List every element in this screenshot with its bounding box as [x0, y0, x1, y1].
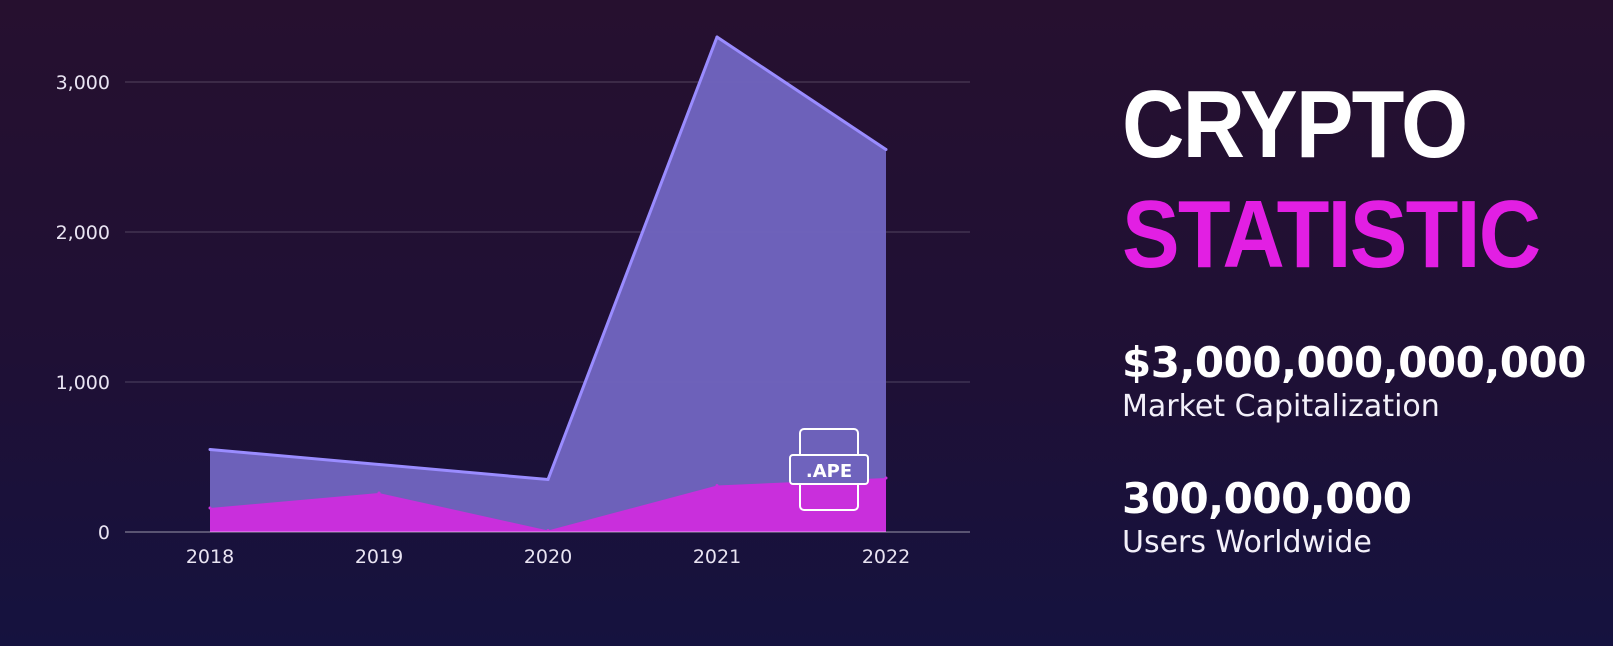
ape-badge: .APE [789, 428, 869, 511]
x-tick-label: 2022 [862, 546, 910, 568]
right-panel: CRYPTO STATISTIC $3,000,000,000,000 Mark… [1122, 70, 1602, 562]
area-chart: 0 1,000 2,000 3,000 2018 2019 2020 2021 2022 .AP… [55, 35, 970, 568]
title-statistic: STATISTIC [1122, 181, 1541, 288]
badge-label-box [789, 454, 869, 485]
stat-users: 300,000,000 Users Worldwide [1122, 474, 1602, 562]
stat-users-label: Users Worldwide [1122, 525, 1372, 560]
stat-market-cap: $3,000,000,000,000 Market Capitalization [1122, 338, 1602, 426]
badge-label: .APE [806, 461, 852, 482]
y-tick-label: 1,000 [56, 372, 110, 394]
x-tick-label: 2019 [355, 546, 403, 568]
stat-market-cap-label: Market Capitalization [1122, 389, 1440, 424]
series-1-point [884, 148, 888, 151]
x-tick-label: 2020 [524, 546, 572, 568]
series-2-point [208, 506, 212, 510]
stat-users-value: 300,000,000 [1122, 474, 1412, 523]
series-2-point [884, 476, 888, 480]
y-tick-label: 2,000 [56, 222, 110, 244]
series-2-area [210, 478, 886, 532]
x-tick-label: 2018 [186, 546, 234, 568]
chart-areas [208, 35, 888, 532]
x-tick-label: 2021 [693, 546, 741, 568]
chart-svg: 0 1,000 2,000 3,000 2018 2019 2020 2021 2022 .AP… [55, 35, 970, 568]
series-1-point [208, 448, 212, 451]
series-2-point [546, 529, 550, 532]
y-tick-label: 3,000 [56, 72, 110, 94]
series-1-point [715, 35, 719, 39]
series-2-point [377, 491, 381, 495]
title-crypto: CRYPTO [1122, 71, 1468, 178]
stat-market-cap-value: $3,000,000,000,000 [1122, 338, 1586, 387]
chart-axes: 0 1,000 2,000 3,000 2018 2019 2020 2021 2022 [56, 72, 970, 568]
series-1-area [210, 37, 886, 532]
series-1-point [377, 463, 381, 466]
y-tick-label: 0 [98, 522, 110, 544]
series-1-point [546, 478, 550, 481]
series-2-point [715, 484, 719, 487]
